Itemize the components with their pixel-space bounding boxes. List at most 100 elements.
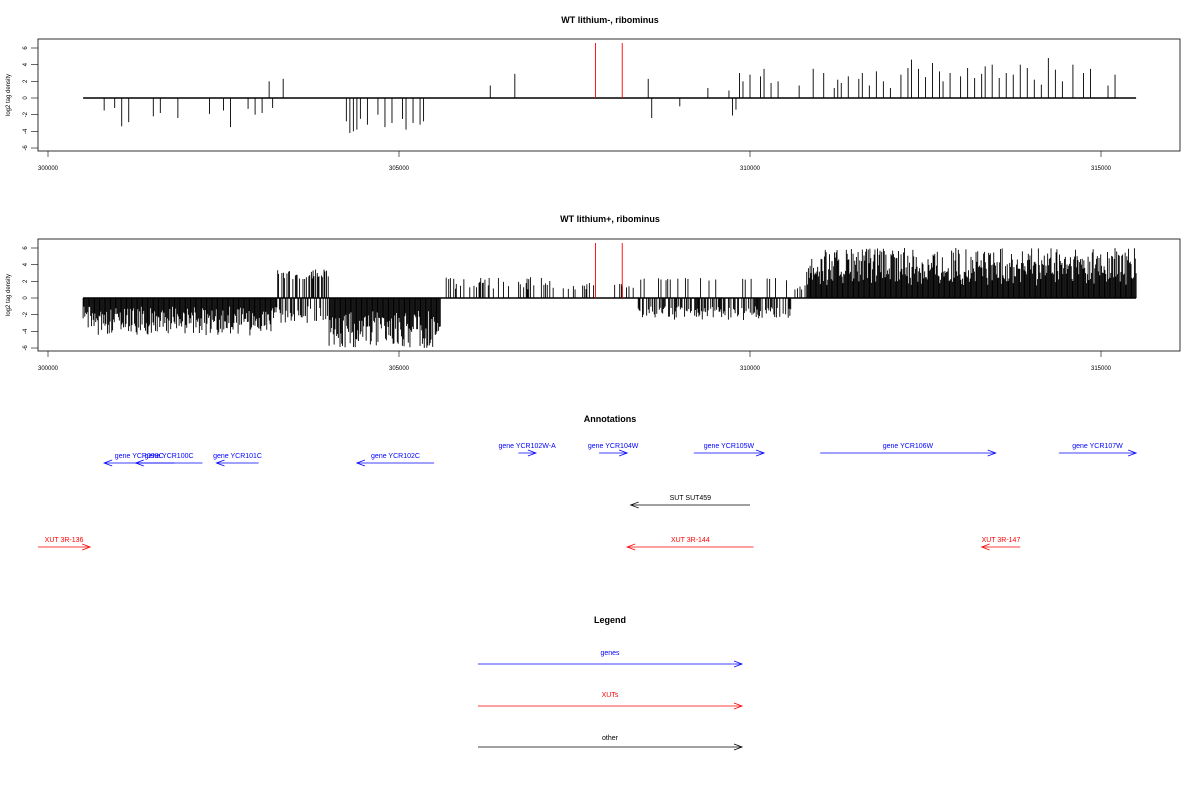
svg-text:315000: 315000: [1091, 166, 1112, 172]
feature-label: XUT 3R-147: [982, 537, 1021, 544]
svg-text:4: 4: [23, 262, 29, 266]
svg-text:300000: 300000: [38, 366, 59, 372]
feature-xut: XUT 3R-144: [626, 537, 754, 551]
svg-text:300000: 300000: [38, 166, 59, 172]
density-bars: [82, 243, 1137, 348]
y-tick: -2: [23, 311, 38, 317]
x-tick: 305000: [389, 151, 410, 172]
svg-text:-6: -6: [23, 145, 29, 151]
feature-label: gene YCR102W-A: [498, 443, 556, 450]
legend-label-genes: genes: [600, 650, 620, 657]
svg-text:6: 6: [23, 46, 29, 50]
feature-label: XUT 3R-136: [45, 537, 84, 544]
y-tick: 4: [23, 262, 38, 266]
y-tick: -6: [23, 145, 38, 151]
y-tick: 2: [23, 279, 38, 283]
feature-label: SUT SUT459: [670, 495, 712, 502]
density-bars: [83, 43, 1137, 133]
feature-xut: XUT 3R-147: [980, 537, 1021, 551]
feature-gene: gene YCR101C: [213, 453, 262, 467]
feature-gene: gene YCR102C: [355, 453, 435, 467]
svg-text:6: 6: [23, 246, 29, 250]
legend-label-xuts: XUTs: [602, 692, 619, 699]
feature-gene: gene YCR102W-A: [498, 443, 556, 457]
svg-text:2: 2: [23, 79, 29, 83]
feature-label: gene YCR105W: [704, 443, 755, 450]
y-tick: -4: [23, 128, 38, 134]
feature-label: XUT 3R-144: [671, 537, 710, 544]
arrow-head: [355, 459, 366, 467]
svg-text:-4: -4: [23, 128, 29, 134]
y-axis: 6 4 2 0 -2 -4 -6: [23, 246, 38, 351]
y-tick: 6: [23, 46, 38, 50]
y-tick: -6: [23, 345, 38, 351]
svg-text:0: 0: [23, 296, 29, 300]
x-axis: 300000 305000 310000 315000: [38, 151, 1112, 172]
panel-title: WT lithium+, ribominus: [560, 214, 660, 224]
feature-gene: gene YCR100C: [134, 453, 203, 467]
feature-gene: gene YCR106W: [820, 443, 997, 457]
arrow-head: [1127, 449, 1138, 457]
y-tick: 0: [23, 96, 38, 100]
y-tick: -2: [23, 111, 38, 117]
legend-title: Legend: [594, 615, 626, 625]
track-panel-lithium-plus: WT lithium+, ribominus log2 tag density …: [6, 214, 1181, 372]
feature-other: SUT SUT459: [629, 495, 750, 509]
svg-text:2: 2: [23, 279, 29, 283]
feature-xut: XUT 3R-136: [38, 537, 92, 551]
x-tick: 310000: [740, 151, 761, 172]
feature-label: gene YCR102C: [371, 453, 420, 460]
x-tick: 315000: [1091, 351, 1112, 372]
svg-text:0: 0: [23, 96, 29, 100]
x-axis: 300000 305000 310000 315000: [38, 351, 1112, 372]
svg-text:-4: -4: [23, 328, 29, 334]
arrow-head: [629, 501, 639, 509]
feature-gene: gene YCR107W: [1058, 443, 1138, 457]
svg-text:-6: -6: [23, 345, 29, 351]
x-tick: 300000: [38, 351, 59, 372]
svg-text:305000: 305000: [389, 366, 410, 372]
arrow-head: [980, 543, 990, 551]
y-tick: 2: [23, 79, 38, 83]
y-tick: 0: [23, 296, 38, 300]
svg-text:305000: 305000: [389, 166, 410, 172]
panel-title: WT lithium-, ribominus: [561, 15, 659, 25]
arrow-head: [103, 459, 113, 467]
arrow-head: [81, 543, 92, 551]
y-axis: 6 4 2 0 -2 -4 -6: [23, 46, 38, 151]
y-tick: -4: [23, 328, 38, 334]
plot-box: [37, 238, 1181, 352]
feature-gene: gene YCR104W: [588, 443, 639, 457]
feature-label: gene YCR107W: [1072, 443, 1123, 450]
arrow-head: [215, 459, 225, 467]
legend-arrow-genes: [478, 660, 744, 668]
x-tick: 300000: [38, 151, 59, 172]
y-tick: 4: [23, 62, 38, 66]
arrow-head: [527, 449, 538, 457]
y-axis-label: log2 tag density: [6, 74, 12, 116]
feature-label: gene YCR106W: [883, 443, 934, 450]
arrow-head: [619, 449, 629, 457]
x-tick: 315000: [1091, 151, 1112, 172]
arrow-head: [755, 449, 766, 457]
legend-arrow-xuts: [478, 702, 744, 710]
feature-gene: gene YCR105W: [693, 443, 766, 457]
svg-text:4: 4: [23, 62, 29, 66]
y-tick: 6: [23, 246, 38, 250]
feature-label: gene YCR104W: [588, 443, 639, 450]
svg-text:-2: -2: [23, 111, 29, 117]
feature-label: gene YCR100C: [145, 453, 194, 460]
x-tick: 310000: [740, 351, 761, 372]
arrow-head: [134, 459, 144, 467]
legend: Legend genes XUTs other: [478, 615, 744, 751]
svg-text:310000: 310000: [740, 366, 761, 372]
svg-text:-2: -2: [23, 311, 29, 317]
arrow-head: [626, 543, 636, 551]
plot-box: [37, 38, 1181, 152]
track-panel-lithium-minus: WT lithium-, ribominus log2 tag density …: [6, 15, 1181, 172]
svg-text:310000: 310000: [740, 166, 761, 172]
arrow-head: [987, 449, 997, 457]
